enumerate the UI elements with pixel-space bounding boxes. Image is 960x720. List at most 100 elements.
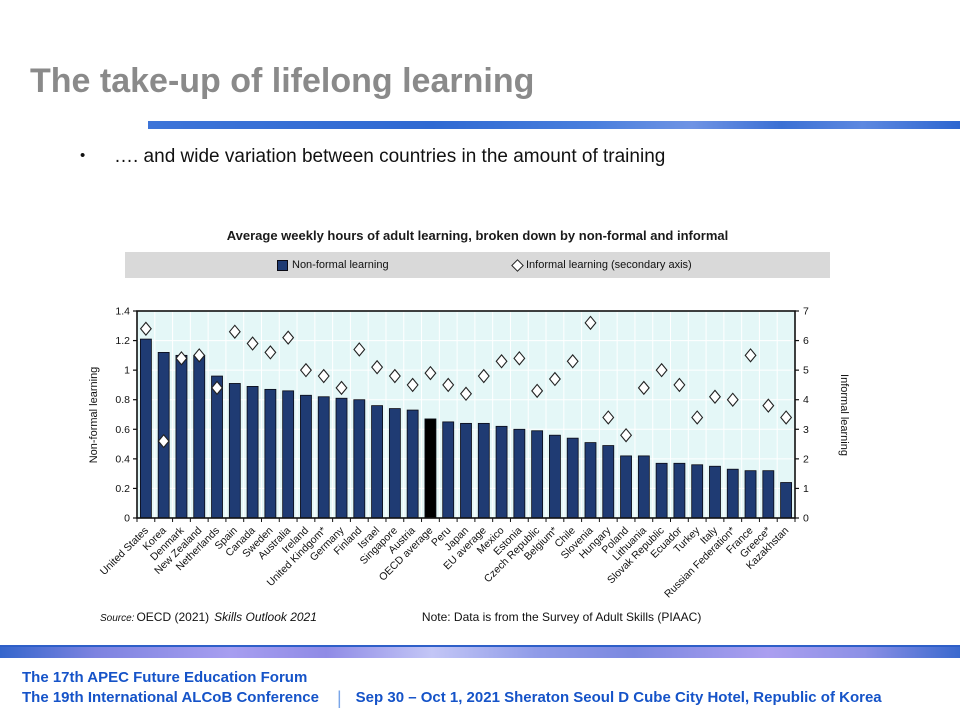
diamond-marker-Korea	[157, 433, 170, 449]
bar-Finland	[353, 399, 366, 519]
legend-item-nonformal: Non-formal learning	[277, 252, 389, 278]
bar-Japan	[460, 422, 472, 519]
legend-diamond-icon	[511, 258, 524, 272]
diamond-marker-Australia	[282, 330, 295, 345]
bar-Lithuania	[637, 455, 650, 519]
bullet-icon: •	[80, 147, 86, 164]
diamond-marker-Slovenia	[584, 315, 597, 331]
diamond-marker-Denmark	[175, 351, 188, 366]
footer-separator: |	[336, 688, 342, 708]
bar-Turkey	[691, 464, 704, 519]
diamond-marker-Kazakhstan	[780, 410, 793, 425]
diamond-marker-Italy	[708, 389, 721, 405]
bar-United States	[139, 338, 152, 519]
bullet-item: • …. and wide variation between countries…	[80, 146, 920, 168]
bar-Greece*	[762, 470, 775, 519]
bar-Netherlands	[211, 375, 223, 519]
footer-line2: The 19th International ALCoB Conference …	[22, 688, 882, 708]
tick-label-right: 3	[803, 424, 809, 436]
footer-decoration-band	[0, 645, 960, 658]
legend-item-informal: Informal learning (secondary axis)	[511, 252, 692, 278]
bullet-text: …. and wide variation between countries …	[114, 146, 666, 167]
plot-border	[136, 310, 796, 519]
diamond-marker-Peru	[442, 377, 455, 393]
bar-Australia	[282, 390, 295, 519]
bar-Singapore	[388, 408, 401, 519]
tick-label-left: 0.2	[115, 483, 130, 495]
source-body: OECD (2021)	[136, 610, 210, 624]
source-label: Source:	[100, 613, 135, 624]
diamond-marker-Greece*	[762, 398, 775, 413]
title-underline-bar	[148, 121, 960, 129]
diamond-marker-Ecuador	[673, 377, 686, 393]
bar-Belgium*	[549, 434, 561, 519]
diamond-marker-Lithuania	[637, 380, 650, 396]
bar-Russian Federation*	[726, 468, 739, 519]
diamond-marker-Israel	[371, 359, 384, 375]
tick-label-left: 1.4	[115, 306, 130, 318]
chart-title: Average weekly hours of adult learning, …	[226, 228, 729, 243]
diamond-marker-Estonia	[513, 351, 526, 366]
bar-OECD average	[424, 418, 437, 519]
footer-line1: The 17th APEC Future Education Forum	[22, 669, 308, 686]
footer: The 17th APEC Future Education Forum The…	[22, 668, 882, 708]
bar-Slovenia	[584, 442, 597, 519]
footer-conference: The 19th International ALCoB Conference	[22, 689, 319, 706]
footer-date-venue: Sep 30 – Oct 1, 2021 Sheraton Seoul D Cu…	[355, 689, 882, 706]
bar-Hungary	[602, 445, 615, 519]
legend-square-icon	[277, 259, 288, 271]
bar-Ecuador	[673, 462, 686, 519]
right-axis-label: Informal learning	[838, 374, 850, 456]
diamond-marker-EU average	[477, 368, 490, 384]
bar-Sweden	[264, 388, 277, 519]
bar-Austria	[406, 409, 419, 519]
left-axis-label: Non-formal learning	[88, 367, 100, 464]
diamond-marker-Turkey	[691, 410, 704, 425]
diamond-marker-Singapore	[388, 368, 401, 384]
bar-Slovak Republic	[655, 462, 668, 519]
tick-label-right: 7	[803, 306, 809, 318]
bar-Israel	[371, 405, 383, 519]
diamond-marker-United States	[139, 321, 152, 337]
legend-label: Non-formal learning	[292, 259, 389, 271]
diamond-marker-Germany	[335, 380, 348, 396]
tick-label-left: 1.2	[115, 335, 130, 347]
tick-label-right: 0	[803, 513, 809, 525]
bar-Spain	[228, 383, 241, 519]
tick-label-left: 1	[124, 365, 130, 377]
chart-note: Note: Data is from the Survey of Adult S…	[421, 610, 702, 624]
source-note-row: Source: OECD (2021) Skills Outlook 2021 …	[100, 610, 860, 624]
diamond-marker-Sweden	[264, 345, 277, 360]
category-label: United States	[98, 525, 151, 578]
tick-label-right: 1	[803, 483, 809, 495]
tick-label-right: 6	[803, 335, 809, 347]
diamond-marker-Hungary	[602, 410, 615, 425]
tick-label-right: 5	[803, 365, 809, 377]
diamond-marker-Chile	[566, 354, 579, 369]
diamond-marker-Austria	[406, 377, 419, 393]
bar-United Kindgom*	[317, 396, 330, 519]
tick-label-left: 0	[124, 513, 130, 525]
diamond-marker-Slovak Republic	[655, 362, 668, 378]
page-title: The take-up of lifelong learning	[30, 62, 535, 100]
bar-Poland	[620, 455, 632, 519]
source-publication: Skills Outlook 2021	[214, 610, 317, 624]
diamond-marker-Ireland	[299, 362, 312, 378]
diamond-marker-United Kindgom*	[317, 368, 330, 384]
diamond-marker-Japan	[459, 386, 473, 402]
tick-label-left: 0.4	[115, 453, 130, 465]
bar-EU average	[477, 422, 490, 519]
bar-Denmark	[175, 354, 188, 519]
tick-label-right: 4	[803, 394, 809, 406]
diamond-marker-Netherlands	[211, 380, 224, 396]
diamond-marker-New Zealand	[193, 348, 206, 363]
diamond-marker-Mexico	[495, 354, 508, 369]
legend-label: Informal learning (secondary axis)	[526, 259, 692, 271]
bar-Mexico	[495, 425, 508, 519]
learning-hours-chart: 0 0.2 0.4 0.6 0.8 1 1.2 1.4 0 1 2 3 4 5 6 7 United State…	[88, 306, 850, 601]
bar-Ireland	[300, 394, 312, 519]
bar-Italy	[709, 465, 721, 519]
bar-Peru	[442, 421, 455, 519]
tick-label-left: 0.6	[115, 424, 130, 436]
tick-label-left: 0.8	[115, 394, 130, 406]
